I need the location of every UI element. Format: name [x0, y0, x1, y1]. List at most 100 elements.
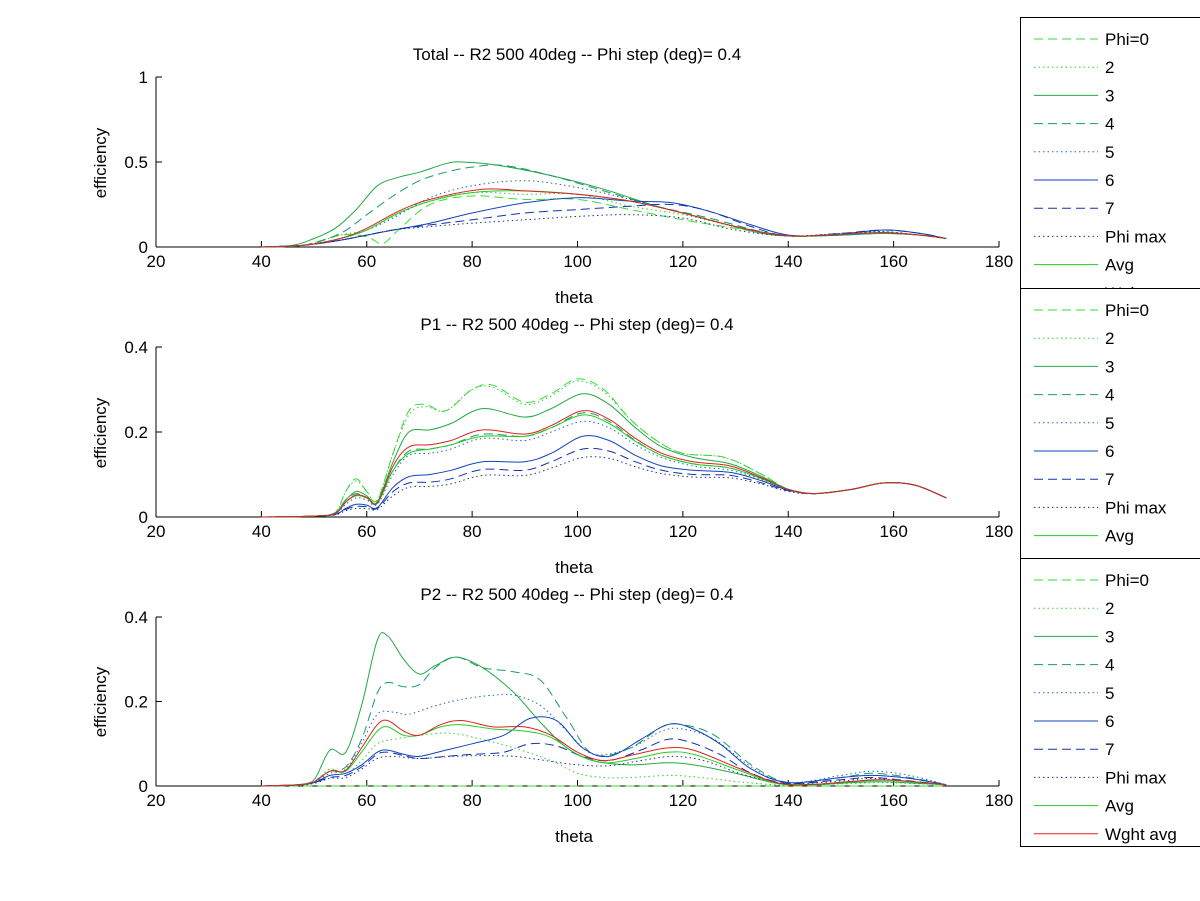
x-tick-label: 120 — [669, 252, 697, 271]
legend-label: 6 — [1105, 171, 1114, 190]
x-tick-label: 100 — [563, 522, 591, 541]
x-tick-label: 20 — [147, 252, 166, 271]
legend-box — [1020, 558, 1200, 847]
x-tick-label: 100 — [563, 252, 591, 271]
legend-label: 3 — [1105, 86, 1114, 105]
legend-label: 7 — [1105, 740, 1114, 759]
legend-box — [1020, 17, 1200, 290]
x-tick-label: 80 — [463, 252, 482, 271]
legend-label: 5 — [1105, 143, 1114, 162]
series-line — [261, 188, 947, 248]
legend-label: Phi max — [1105, 498, 1167, 517]
legend-label: Phi=0 — [1105, 571, 1149, 590]
legend-label: Wght avg — [1105, 284, 1177, 303]
x-tick-label: 160 — [879, 252, 907, 271]
legend-entries: Phi=0 2 3 4 5 6 7 Phi max Avg Wght avg — [1034, 301, 1177, 574]
legend-p2: Phi=0 2 3 4 5 6 7 Phi max Avg Wght avg — [1020, 558, 1200, 847]
x-axis-label: theta — [555, 288, 593, 307]
legend-label: 6 — [1105, 442, 1114, 461]
legend-label: Phi=0 — [1105, 30, 1149, 49]
legend-label: Avg — [1105, 797, 1134, 816]
series-line — [261, 719, 947, 787]
plot-area: 20 40 60 80 100 120 140 160 180 0 0.2 0.4 — [124, 338, 1013, 541]
series-line — [261, 738, 947, 787]
series-line — [261, 755, 947, 787]
plot-area: 20 40 60 80 100 120 140 160 180 0 0.5 1 — [124, 68, 1013, 271]
legend-label: 4 — [1105, 386, 1114, 405]
x-tick-label: 60 — [357, 522, 376, 541]
x-tick-label: 100 — [563, 791, 591, 810]
legend-total: Phi=0 2 3 4 5 6 7 Phi max Avg Wght avg — [1020, 17, 1200, 303]
y-tick-label: 0.4 — [124, 608, 148, 627]
plot-title: P1 -- R2 500 40deg -- Phi step (deg)= 0.… — [420, 315, 733, 334]
x-tick-label: 80 — [463, 522, 482, 541]
y-axis-label: efficiency — [91, 397, 110, 468]
legend-label: 4 — [1105, 115, 1114, 134]
legend-label: 5 — [1105, 684, 1114, 703]
legend-label: Wght avg — [1105, 825, 1177, 844]
plot-title: P2 -- R2 500 40deg -- Phi step (deg)= 0.… — [420, 585, 733, 604]
x-tick-label: 40 — [252, 791, 271, 810]
y-tick-label: 0.4 — [124, 338, 148, 357]
x-tick-label: 140 — [774, 791, 802, 810]
legend-label: Phi max — [1105, 227, 1167, 246]
x-tick-label: 180 — [985, 791, 1013, 810]
y-tick-label: 0.2 — [124, 693, 148, 712]
y-tick-label: 0.5 — [124, 153, 148, 172]
legend-label: 7 — [1105, 199, 1114, 218]
series-line — [261, 656, 947, 787]
legend-label: 3 — [1105, 627, 1114, 646]
x-tick-label: 20 — [147, 522, 166, 541]
x-tick-label: 180 — [985, 252, 1013, 271]
series-line — [261, 456, 947, 518]
x-tick-label: 160 — [879, 522, 907, 541]
x-axis-label: theta — [555, 558, 593, 577]
legend-label: Phi max — [1105, 768, 1167, 787]
legend-label: 6 — [1105, 712, 1114, 731]
x-tick-label: 60 — [357, 252, 376, 271]
legend-box — [1020, 288, 1200, 561]
legend-label: 2 — [1105, 329, 1114, 348]
legend-label: 4 — [1105, 656, 1114, 675]
y-axis-label: efficiency — [91, 666, 110, 737]
subplot-p2: P2 -- R2 500 40deg -- Phi step (deg)= 0.… — [91, 585, 1013, 846]
series-line — [261, 716, 947, 787]
y-tick-label: 0 — [139, 777, 148, 796]
legend-label: Avg — [1105, 527, 1134, 546]
legend-label: Avg — [1105, 256, 1134, 275]
x-tick-label: 40 — [252, 252, 271, 271]
x-axis-label: theta — [555, 827, 593, 846]
subplot-total: Total -- R2 500 40deg -- Phi step (deg)=… — [91, 45, 1013, 307]
legend-label: Phi=0 — [1105, 301, 1149, 320]
y-tick-label: 0.2 — [124, 423, 148, 442]
legend-label: 3 — [1105, 357, 1114, 376]
x-tick-label: 180 — [985, 522, 1013, 541]
series-line — [261, 412, 947, 518]
legend-label: Wght avg — [1105, 555, 1177, 574]
x-tick-label: 140 — [774, 252, 802, 271]
legend-label: 2 — [1105, 58, 1114, 77]
x-tick-label: 80 — [463, 791, 482, 810]
plot-title: Total -- R2 500 40deg -- Phi step (deg)=… — [413, 45, 741, 64]
legend-label: 7 — [1105, 470, 1114, 489]
x-tick-label: 120 — [669, 791, 697, 810]
series-line — [261, 410, 947, 518]
series-line — [261, 420, 947, 518]
x-tick-label: 120 — [669, 522, 697, 541]
y-tick-label: 0 — [139, 238, 148, 257]
x-tick-label: 140 — [774, 522, 802, 541]
x-tick-label: 40 — [252, 522, 271, 541]
legend-p1: Phi=0 2 3 4 5 6 7 Phi max Avg Wght avg — [1020, 288, 1200, 574]
y-tick-label: 1 — [139, 68, 148, 87]
legend-label: 5 — [1105, 414, 1114, 433]
x-tick-label: 20 — [147, 791, 166, 810]
y-tick-label: 0 — [139, 508, 148, 527]
y-axis-label: efficiency — [91, 127, 110, 198]
legend-label: 2 — [1105, 599, 1114, 618]
x-tick-label: 160 — [879, 791, 907, 810]
x-tick-label: 60 — [357, 791, 376, 810]
series-line — [261, 164, 947, 248]
legend-entries: Phi=0 2 3 4 5 6 7 Phi max Avg Wght avg — [1034, 571, 1177, 844]
subplot-p1: P1 -- R2 500 40deg -- Phi step (deg)= 0.… — [91, 315, 1013, 577]
